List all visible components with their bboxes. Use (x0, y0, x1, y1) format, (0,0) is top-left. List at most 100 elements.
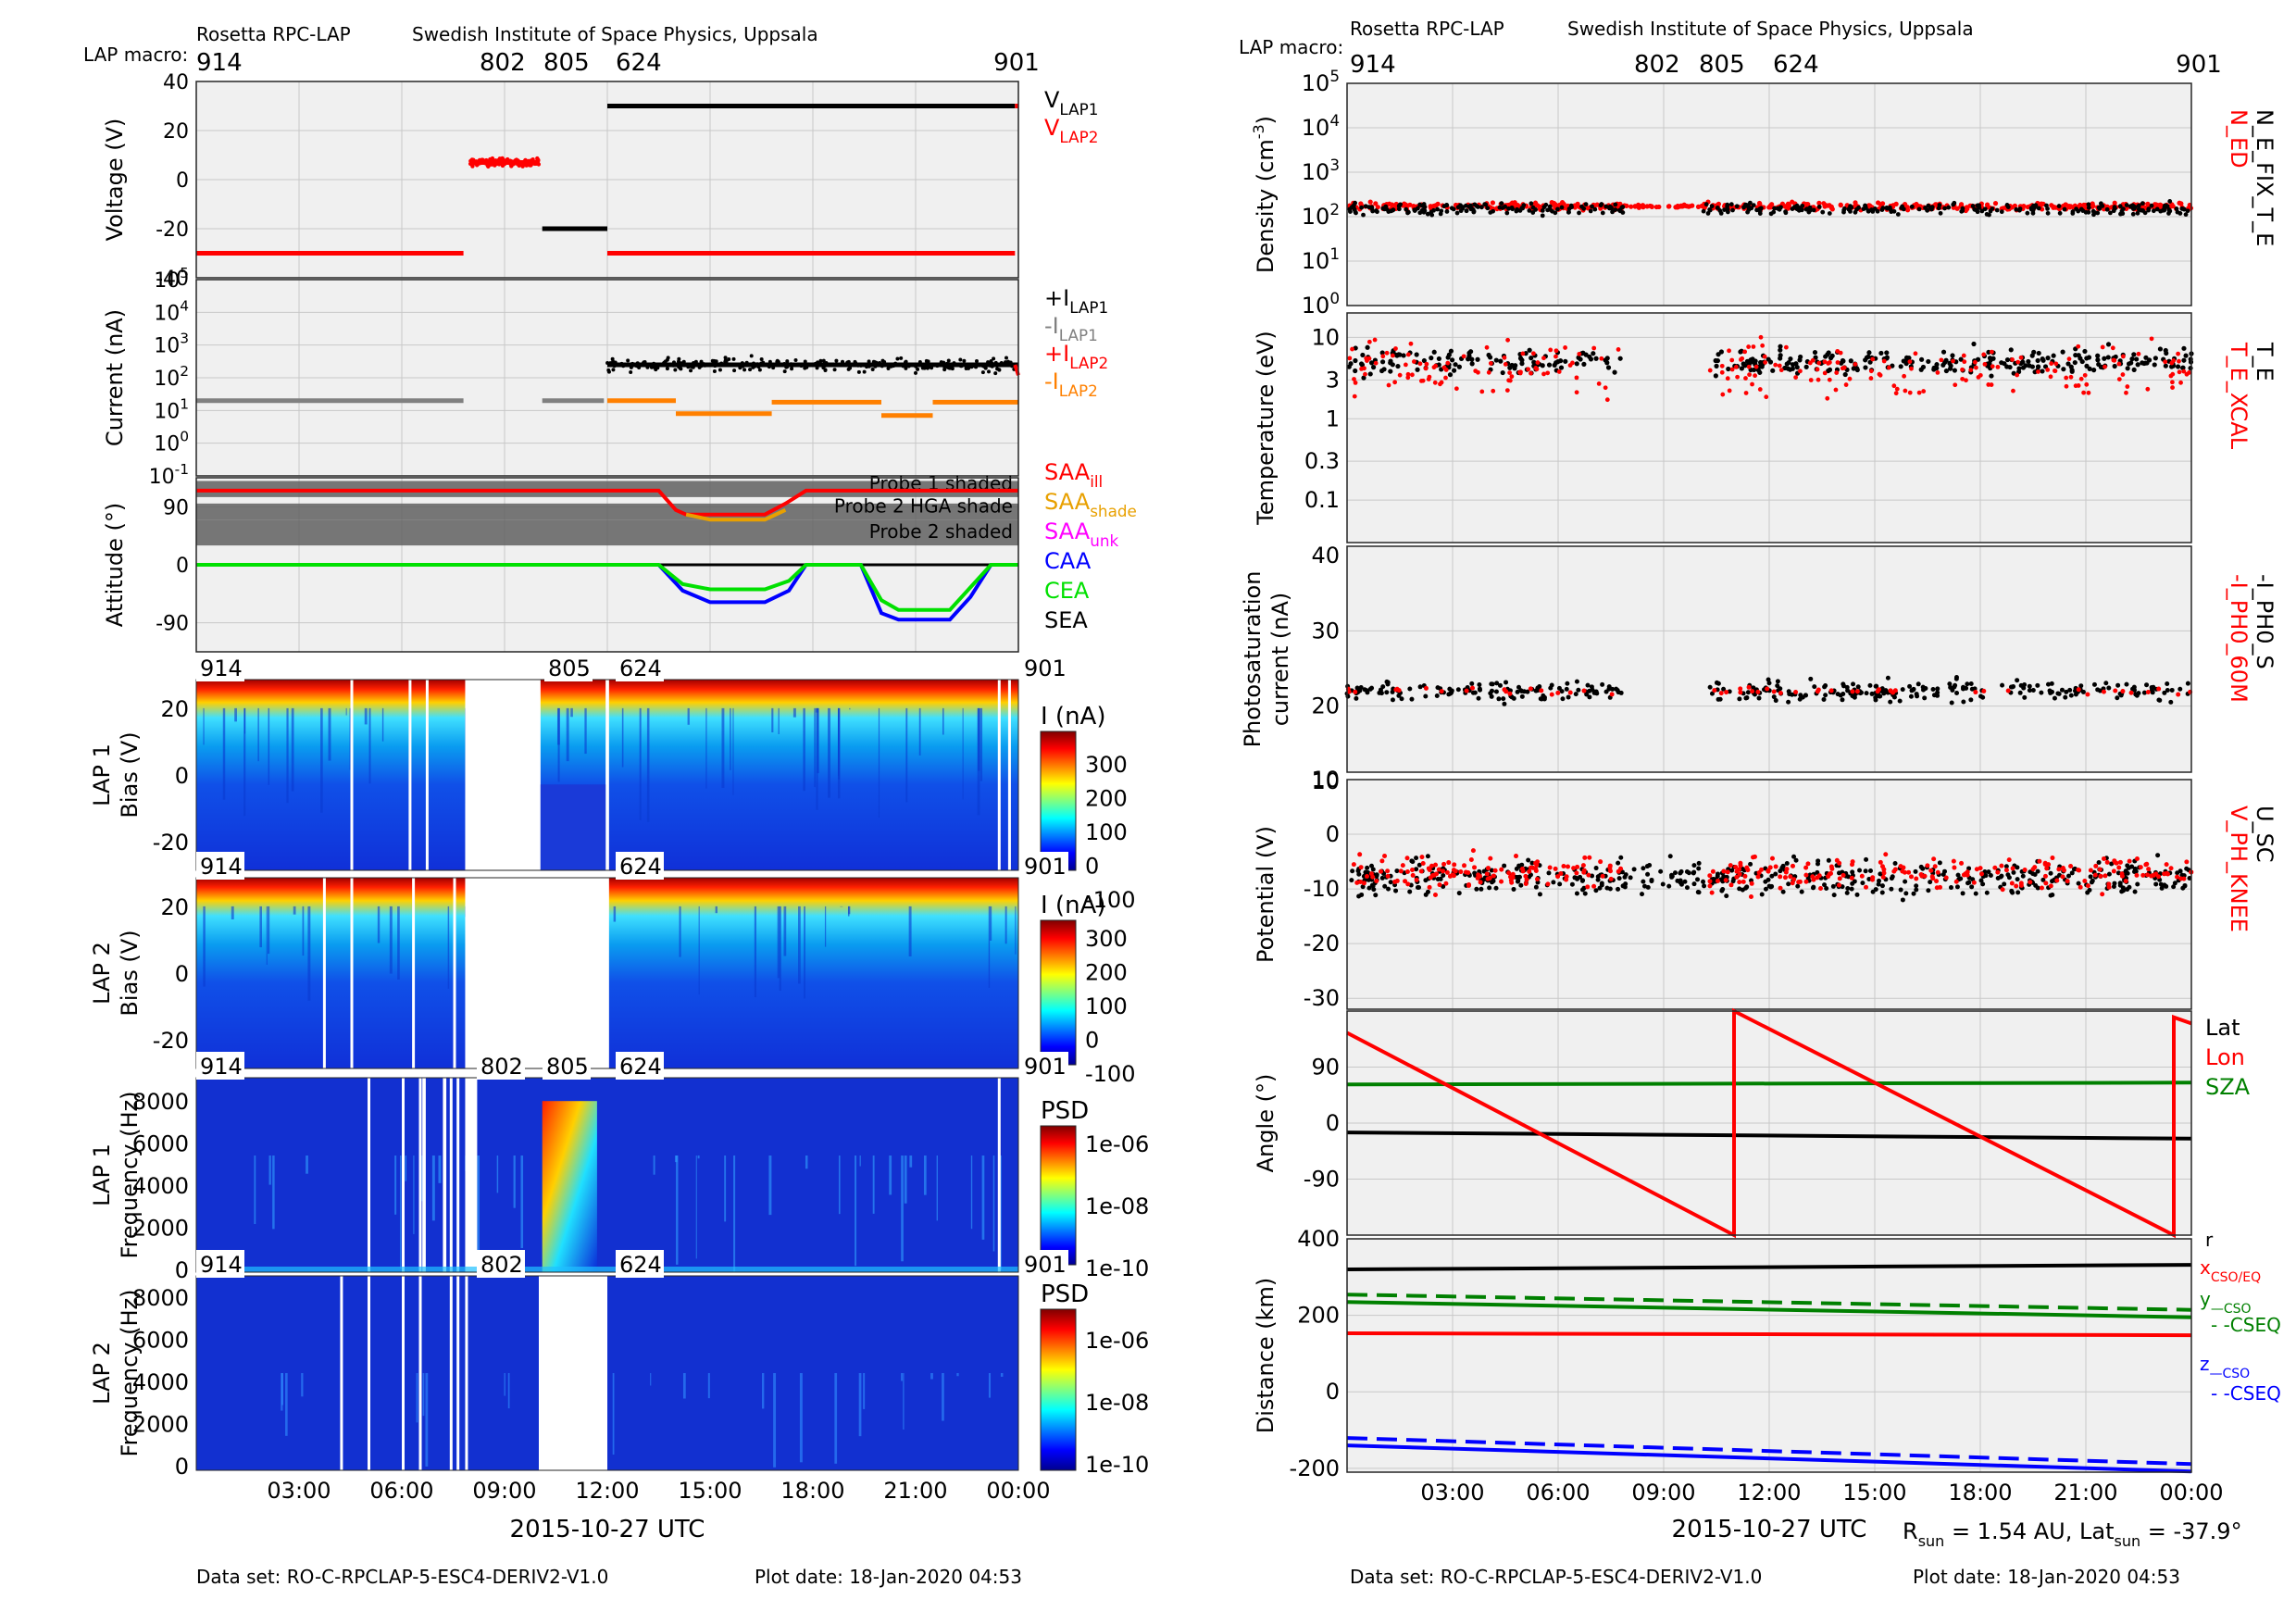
data-point (1999, 360, 2004, 366)
heatmap-streak (707, 1373, 710, 1399)
data-point (1771, 694, 1777, 700)
data-point (1528, 686, 1533, 692)
x-tick-label: 12:00 (575, 1478, 639, 1504)
heatmap-streak (345, 707, 347, 716)
data-point (1448, 348, 1454, 354)
data-point (2103, 364, 2107, 369)
data-point (2052, 695, 2057, 701)
data-point (2175, 874, 2180, 880)
data-point (1949, 700, 1954, 706)
shade-band-label: Probe 2 HGA shade (834, 494, 1013, 517)
data-point (1346, 364, 1352, 369)
data-point (1718, 349, 1725, 355)
data-point (1451, 206, 1456, 212)
data-point (1760, 343, 1766, 348)
data-point (2042, 862, 2048, 868)
heatmap-streak (799, 1373, 803, 1463)
heatmap-streak (988, 1373, 992, 1398)
data-gap (1007, 680, 1011, 870)
data-point (1695, 890, 1701, 895)
data-point (2179, 206, 2185, 211)
data-point (1743, 695, 1749, 701)
data-gap (425, 680, 429, 870)
data-point (1824, 885, 1829, 891)
data-point (1968, 681, 1974, 686)
data-point (2062, 206, 2067, 212)
data-point (1432, 892, 1438, 897)
data-point (1526, 857, 1531, 863)
data-point (1902, 373, 1907, 379)
data-point (1946, 205, 1952, 210)
data-point (751, 361, 755, 366)
x-tick-label: 12:00 (1737, 1480, 1801, 1505)
data-point (1707, 684, 1713, 690)
macro-tag-label: 624 (619, 854, 662, 880)
data-point (803, 359, 807, 364)
data-point (2175, 364, 2181, 369)
data-point (1816, 205, 1822, 209)
data-point (1978, 866, 1983, 871)
data-point (1375, 209, 1379, 215)
heatmap-streak (733, 1156, 736, 1272)
data-point (2084, 363, 2090, 369)
heatmap-streak (676, 1156, 679, 1265)
data-point (1854, 366, 1860, 371)
y-tick-label: 102 (1302, 200, 1340, 230)
data-point (1407, 686, 1413, 692)
data-point (1755, 689, 1761, 694)
data-point (1456, 364, 1463, 369)
heatmap-streak (889, 1156, 892, 1195)
heatmap-streak (507, 1373, 510, 1409)
data-point (1491, 388, 1496, 394)
y-axis-label: Current (nA) (102, 309, 128, 446)
data-point (1981, 688, 1987, 693)
data-point (1359, 892, 1365, 897)
y-axis-label: LAP 2Bias (V) (89, 930, 143, 1016)
data-point (2120, 689, 2126, 694)
data-point (1600, 210, 1605, 216)
data-point (2188, 356, 2193, 362)
data-point (782, 361, 787, 366)
data-point (693, 359, 698, 364)
data-point (1393, 346, 1398, 351)
data-point (1848, 358, 1853, 364)
data-point (1494, 681, 1500, 686)
y-tick-label: 101 (154, 395, 189, 423)
data-point (1833, 387, 1839, 393)
data-point (1386, 382, 1391, 388)
macro-tag (196, 1250, 244, 1278)
data-gap (402, 1078, 405, 1272)
data-point (1684, 885, 1690, 891)
data-point (1938, 884, 1943, 890)
legend-entry: VLAP2 (1044, 115, 1098, 146)
data-point (1489, 681, 1494, 687)
data-point (1915, 681, 1921, 687)
data-point (1919, 356, 1925, 362)
series-z (1346, 1443, 2192, 1474)
data-point (1958, 876, 1964, 881)
heatmap-streak (859, 1156, 861, 1167)
series-y (1346, 1300, 2192, 1319)
data-point (1374, 872, 1379, 878)
data-point (1906, 356, 1912, 361)
heatmap-streak (803, 707, 805, 792)
data-point (2070, 211, 2076, 216)
data-point (1519, 689, 1525, 694)
data-point (2112, 357, 2117, 363)
x-tick-label: 15:00 (678, 1478, 742, 1504)
data-point (2116, 361, 2122, 367)
data-point (1876, 881, 1881, 887)
data-point (1575, 864, 1580, 869)
data-point (2045, 681, 2051, 687)
data-point (1493, 885, 1499, 891)
data-point (1511, 886, 1516, 892)
data-point (1479, 886, 1484, 892)
data-point (1672, 870, 1678, 876)
data-point (1444, 869, 1450, 875)
data-point (2071, 867, 2077, 872)
data-point (1507, 691, 1513, 696)
data-point (2159, 885, 2165, 891)
data-point (1837, 876, 1842, 881)
data-point (2146, 357, 2152, 363)
data-point (1419, 855, 1425, 860)
